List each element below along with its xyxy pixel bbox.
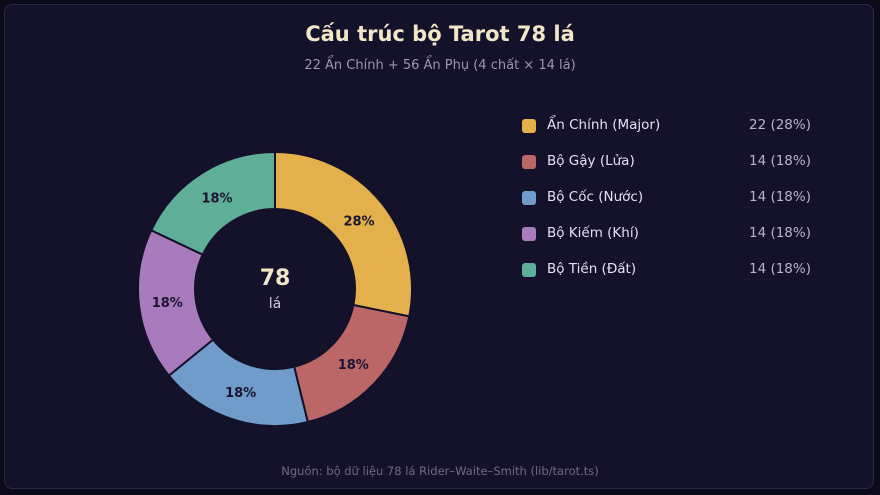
legend-item: Bộ Tiền (Đất) 14 (18%) [522, 258, 822, 294]
legend-label: Bộ Gậy (Lửa) [547, 153, 635, 169]
legend-swatch [522, 227, 536, 241]
chart-title: Cấu trúc bộ Tarot 78 lá [305, 22, 575, 46]
legend-item: Bộ Cốc (Nước) 14 (18%) [522, 186, 822, 222]
legend-item: Bộ Kiếm (Khí) 14 (18%) [522, 222, 822, 258]
legend-value: 14 (18%) [748, 261, 811, 277]
slice-percent-label: 28% [343, 214, 374, 229]
legend-item: Bộ Gậy (Lửa) 14 (18%) [522, 150, 822, 186]
legend-swatch [522, 155, 536, 169]
legend-swatch [522, 263, 536, 277]
donut-slice-1 [274, 150, 413, 318]
legend-value: 14 (18%) [748, 225, 811, 241]
legend-swatch [522, 119, 536, 133]
donut-center-unit: lá [269, 296, 281, 312]
slice-percent-label: 18% [225, 386, 256, 401]
slice-percent-label: 18% [338, 358, 369, 373]
chart-footer: Nguồn: bộ dữ liệu 78 lá Rider–Waite–Smit… [281, 464, 599, 478]
chart-legend: Ẩn Chính (Major) 22 (28%) Bộ Gậy (Lửa) 14 (… [522, 114, 822, 294]
legend-swatch [522, 191, 536, 205]
slice-percent-label: 18% [152, 296, 183, 311]
legend-label: Bộ Cốc (Nước) [547, 189, 644, 205]
donut-center-value: 78 [260, 266, 291, 291]
donut-slice-5 [149, 150, 276, 257]
legend-value: 14 (18%) [748, 153, 811, 169]
chart-subtitle: 22 Ẩn Chính + 56 Ẩn Phụ (4 chất × 14 lá) [304, 58, 576, 73]
legend-value: 14 (18%) [748, 189, 811, 205]
legend-item: Ẩn Chính (Major) 22 (28%) [522, 114, 822, 150]
legend-label: Bộ Kiếm (Khí) [547, 225, 639, 241]
slice-percent-label: 18% [201, 191, 232, 206]
legend-value: 22 (28%) [748, 117, 811, 133]
legend-label: Bộ Tiền (Đất) [547, 261, 637, 277]
legend-label: Ẩn Chính (Major) [547, 117, 661, 133]
